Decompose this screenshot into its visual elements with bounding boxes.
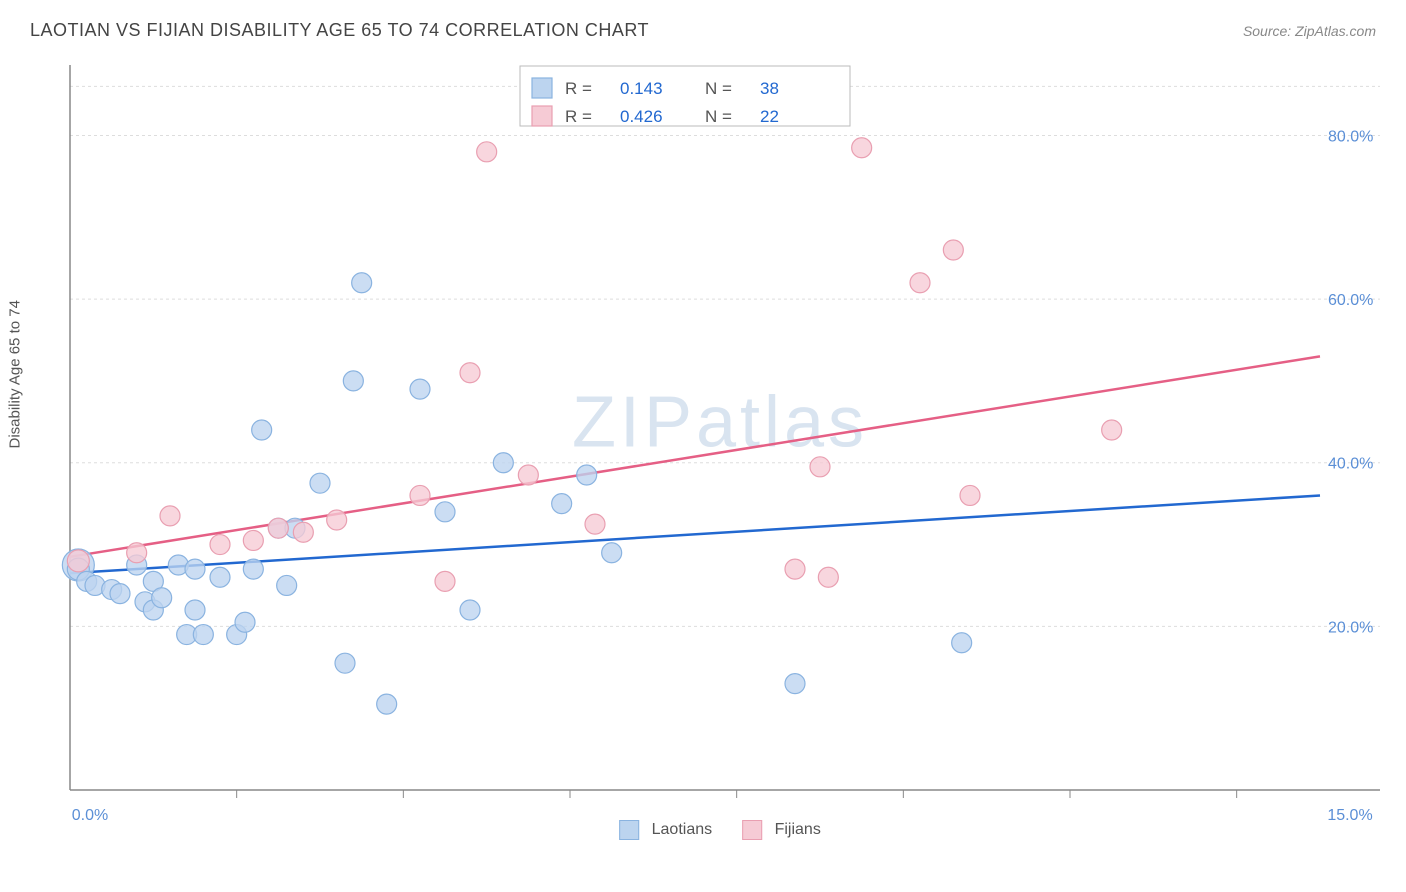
svg-text:15.0%: 15.0% <box>1327 807 1372 824</box>
data-point <box>127 543 147 563</box>
data-point <box>943 240 963 260</box>
svg-text:R =: R = <box>565 107 592 126</box>
data-point <box>602 543 622 563</box>
data-point <box>243 530 263 550</box>
data-point <box>435 571 455 591</box>
svg-text:ZIPatlas: ZIPatlas <box>572 382 868 462</box>
legend-label-laotians: Laotians <box>652 821 713 838</box>
data-point <box>785 674 805 694</box>
data-point <box>493 453 513 473</box>
data-point <box>235 612 255 632</box>
data-point <box>910 273 930 293</box>
data-point <box>518 465 538 485</box>
data-point <box>785 559 805 579</box>
legend-swatch-fijians <box>742 820 762 840</box>
data-point <box>185 600 205 620</box>
data-point <box>243 559 263 579</box>
data-point <box>193 625 213 645</box>
svg-text:R =: R = <box>565 79 592 98</box>
data-point <box>335 653 355 673</box>
chart-area: 20.0% 40.0% 60.0% 80.0% 0.0% 15.0% ZIPatlas R =… <box>60 60 1380 840</box>
scatter-plot: 20.0% 40.0% 60.0% 80.0% 0.0% 15.0% ZIPatlas R =… <box>60 60 1380 840</box>
svg-text:60.0%: 60.0% <box>1328 292 1373 309</box>
svg-text:38: 38 <box>760 79 779 98</box>
data-point <box>410 379 430 399</box>
svg-text:80.0%: 80.0% <box>1328 128 1373 145</box>
svg-text:N =: N = <box>705 79 732 98</box>
svg-text:20.0%: 20.0% <box>1328 619 1373 636</box>
legend-item-laotians: Laotians <box>619 820 712 840</box>
data-point <box>67 550 89 572</box>
data-point <box>293 522 313 542</box>
svg-text:N =: N = <box>705 107 732 126</box>
svg-text:0.426: 0.426 <box>620 107 663 126</box>
legend-label-fijians: Fijians <box>775 821 821 838</box>
data-point <box>460 363 480 383</box>
data-point <box>852 138 872 158</box>
data-point <box>435 502 455 522</box>
data-point <box>268 518 288 538</box>
svg-text:0.143: 0.143 <box>620 79 663 98</box>
data-point <box>327 510 347 530</box>
data-point <box>160 506 180 526</box>
data-point <box>460 600 480 620</box>
bottom-legend: Laotians Fijians <box>619 820 821 840</box>
data-point <box>952 633 972 653</box>
data-point <box>343 371 363 391</box>
data-point <box>152 588 172 608</box>
data-point <box>810 457 830 477</box>
chart-title: LAOTIAN VS FIJIAN DISABILITY AGE 65 TO 7… <box>30 20 649 41</box>
data-point <box>110 584 130 604</box>
data-point <box>310 473 330 493</box>
y-axis-label: Disability Age 65 to 74 <box>7 300 24 448</box>
svg-text:0.0%: 0.0% <box>72 807 108 824</box>
data-point <box>185 559 205 579</box>
data-point <box>818 567 838 587</box>
legend-swatch-laotians <box>619 820 639 840</box>
data-point <box>410 485 430 505</box>
data-point <box>210 535 230 555</box>
data-point <box>1102 420 1122 440</box>
data-point <box>277 575 297 595</box>
data-point <box>477 142 497 162</box>
source-text: Source: ZipAtlas.com <box>1243 23 1376 39</box>
data-point <box>210 567 230 587</box>
svg-text:22: 22 <box>760 107 779 126</box>
legend-item-fijians: Fijians <box>742 820 821 840</box>
data-point <box>552 494 572 514</box>
data-point <box>252 420 272 440</box>
data-point <box>585 514 605 534</box>
data-point <box>577 465 597 485</box>
data-point <box>377 694 397 714</box>
data-point <box>352 273 372 293</box>
data-point <box>960 485 980 505</box>
svg-text:40.0%: 40.0% <box>1328 456 1373 473</box>
